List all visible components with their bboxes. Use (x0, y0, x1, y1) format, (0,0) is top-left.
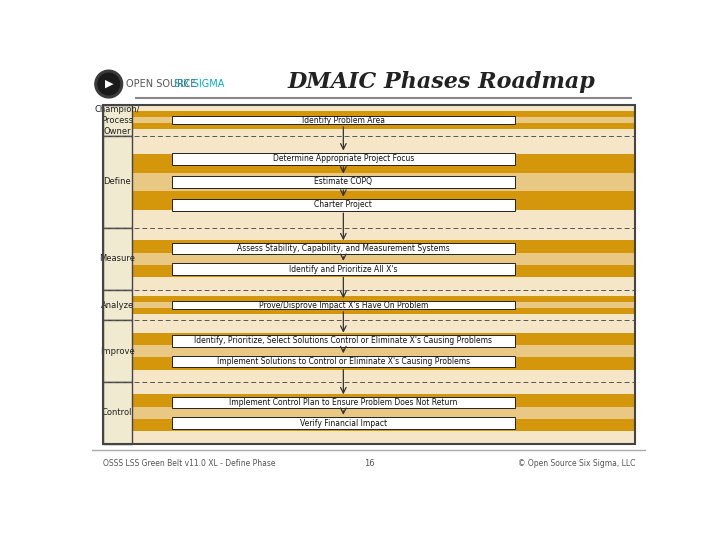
Bar (132, 154, 636, 173)
Text: Prove/Disprove Impact X's Have On Problem: Prove/Disprove Impact X's Have On Proble… (258, 301, 428, 309)
FancyBboxPatch shape (102, 320, 132, 382)
Text: DMAIC Phases Roadmap: DMAIC Phases Roadmap (287, 71, 595, 93)
FancyBboxPatch shape (102, 382, 132, 444)
Text: Champion/
Process
Owner: Champion/ Process Owner (94, 105, 140, 136)
Text: Identify and Prioritize All X's: Identify and Prioritize All X's (289, 265, 397, 274)
Bar (132, 117, 636, 123)
FancyBboxPatch shape (172, 243, 515, 254)
Bar (132, 210, 636, 228)
Text: Define: Define (104, 177, 131, 186)
Bar (132, 105, 636, 111)
Text: 16: 16 (364, 459, 374, 468)
Bar (132, 419, 636, 431)
FancyBboxPatch shape (102, 136, 132, 228)
Bar (132, 173, 636, 191)
Text: Identify, Prioritize, Select Solutions Control or Eliminate X's Causing Problems: Identify, Prioritize, Select Solutions C… (194, 336, 492, 346)
FancyBboxPatch shape (172, 301, 515, 309)
FancyBboxPatch shape (102, 228, 132, 289)
Bar (102, 105, 636, 444)
FancyBboxPatch shape (172, 397, 515, 408)
Text: Improve: Improve (100, 347, 135, 356)
Bar (132, 407, 636, 419)
Bar (132, 382, 636, 394)
Bar (132, 345, 636, 357)
Text: Determine Appropriate Project Focus: Determine Appropriate Project Focus (273, 154, 414, 163)
Bar (132, 431, 636, 444)
Bar (132, 296, 636, 302)
FancyBboxPatch shape (172, 417, 515, 429)
FancyBboxPatch shape (172, 176, 515, 187)
FancyBboxPatch shape (102, 289, 132, 320)
Text: Charter Project: Charter Project (315, 200, 372, 210)
Bar (132, 289, 636, 296)
Bar (132, 130, 636, 136)
Text: Verify Financial Impact: Verify Financial Impact (300, 418, 387, 428)
Bar (132, 265, 636, 278)
FancyBboxPatch shape (172, 153, 515, 165)
Bar (132, 314, 636, 320)
Bar (132, 357, 636, 370)
Text: Implement Control Plan to Ensure Problem Does Not Return: Implement Control Plan to Ensure Problem… (229, 398, 457, 407)
Text: Analyze: Analyze (101, 301, 134, 309)
Text: OSSS LSS Green Belt v11.0 XL - Define Phase: OSSS LSS Green Belt v11.0 XL - Define Ph… (102, 459, 275, 468)
Bar (132, 370, 636, 382)
Bar (132, 253, 636, 265)
Circle shape (98, 73, 120, 95)
Text: Identify Problem Area: Identify Problem Area (302, 116, 385, 125)
Text: Measure: Measure (99, 254, 135, 264)
Text: OPEN SOURCE: OPEN SOURCE (126, 79, 199, 89)
Text: © Open Source Six Sigma, LLC: © Open Source Six Sigma, LLC (518, 459, 636, 468)
Bar (132, 111, 636, 117)
FancyBboxPatch shape (172, 116, 515, 125)
Bar (132, 278, 636, 289)
Bar (132, 320, 636, 333)
FancyBboxPatch shape (102, 105, 132, 136)
Text: Control: Control (102, 408, 132, 417)
Bar (132, 333, 636, 345)
Bar (132, 136, 636, 154)
Text: SIX SIGMA: SIX SIGMA (174, 79, 225, 89)
FancyBboxPatch shape (172, 335, 515, 347)
Bar (132, 123, 636, 130)
Bar (132, 308, 636, 314)
FancyBboxPatch shape (172, 264, 515, 275)
Bar (132, 394, 636, 407)
Text: Assess Stability, Capability, and Measurement Systems: Assess Stability, Capability, and Measur… (237, 244, 450, 253)
Circle shape (95, 70, 122, 98)
Text: ▶: ▶ (105, 79, 114, 89)
Text: Implement Solutions to Control or Eliminate X's Causing Problems: Implement Solutions to Control or Elimin… (217, 357, 470, 366)
Bar (132, 228, 636, 240)
FancyBboxPatch shape (172, 199, 515, 211)
Text: Estimate COPQ: Estimate COPQ (315, 177, 372, 186)
Bar (132, 302, 636, 308)
Bar (132, 191, 636, 210)
Bar (132, 240, 636, 253)
FancyBboxPatch shape (172, 356, 515, 367)
